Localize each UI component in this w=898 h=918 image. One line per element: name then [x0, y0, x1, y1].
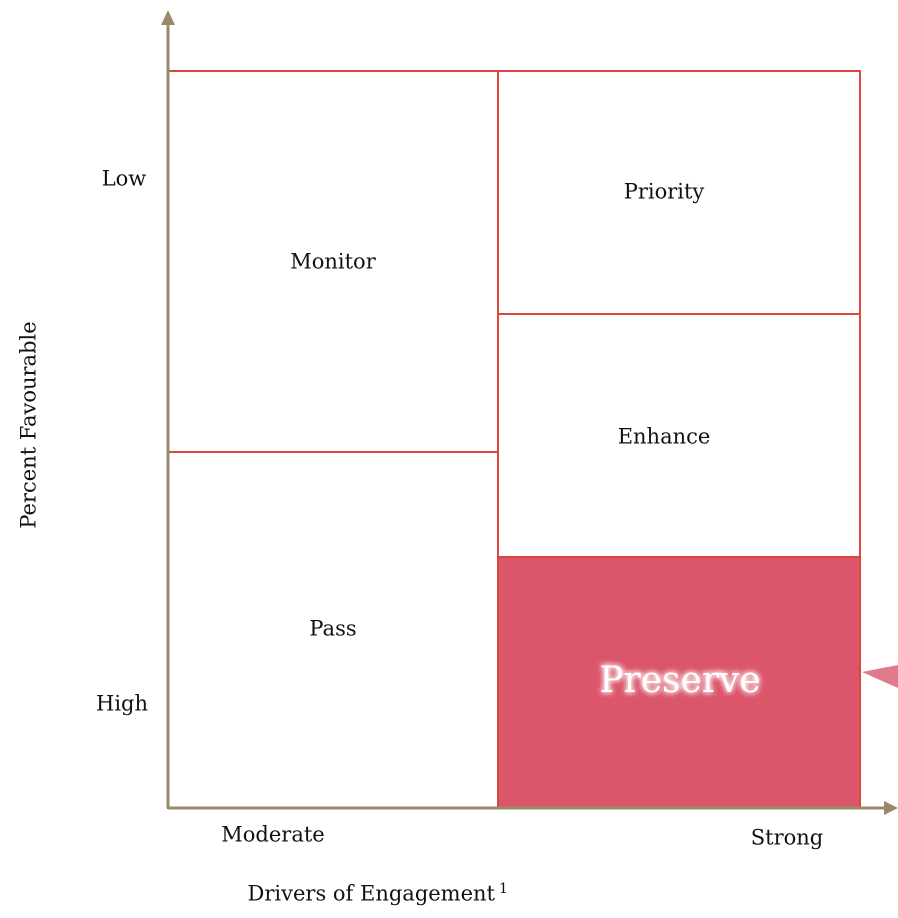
monitor-box [167, 70, 499, 453]
quadrant-label: Monitor [290, 250, 376, 274]
enhance-box [497, 313, 861, 558]
y-arrow [161, 10, 175, 25]
preserve-box [497, 556, 861, 809]
x-arrow [884, 801, 898, 815]
quadrant-label: Pass [309, 617, 356, 641]
x-moderate-label: Moderate [221, 823, 324, 847]
y-low-label: Low [102, 167, 147, 191]
y-high-label: High [96, 692, 148, 716]
quadrant-label: Enhance [618, 425, 711, 449]
pass-box [167, 451, 499, 809]
y-axis-label: Percent Favourable [17, 321, 41, 528]
x-strong-label: Strong [751, 826, 823, 850]
quadrant-label: Preserve [599, 660, 760, 701]
x-axis-label: Drivers of Engagement [248, 882, 496, 906]
x-axis-superscript: 1 [499, 881, 508, 897]
callout-pointer [862, 665, 898, 688]
priority-box [497, 70, 861, 315]
quadrant-label: Priority [624, 180, 705, 204]
